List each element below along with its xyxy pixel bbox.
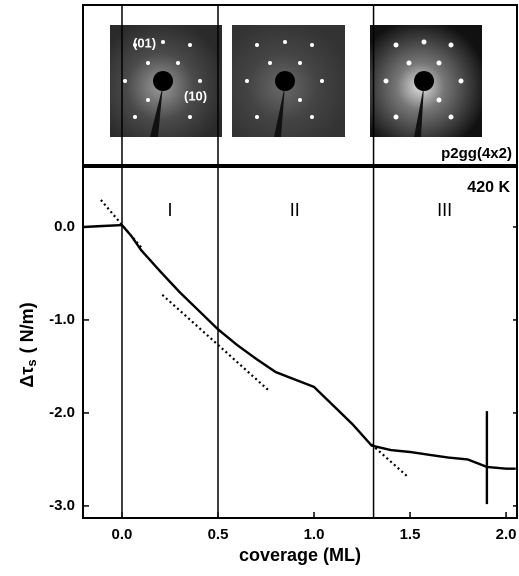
y-tick-label: -1.0 xyxy=(49,311,75,328)
leed-images xyxy=(110,25,482,137)
temperature-label: 420 K xyxy=(467,179,510,196)
top-panel xyxy=(82,4,518,166)
x-tick-label: 0.0 xyxy=(112,526,133,543)
x-tick-label: 1.0 xyxy=(304,526,325,543)
region-label: I xyxy=(167,200,172,220)
y-label-unit: ( N/m) xyxy=(17,302,37,353)
x-axis-label: coverage (ML) xyxy=(239,545,361,565)
x-tick-label: 1.5 xyxy=(400,526,421,543)
data-line xyxy=(83,223,516,470)
structure-label: p2gg(4x2) xyxy=(441,145,512,162)
y-tick-label: -3.0 xyxy=(49,497,75,514)
y-tick-label: 0.0 xyxy=(54,218,75,235)
plot-frame xyxy=(82,166,518,519)
fit-line xyxy=(161,293,269,391)
leed-label: (01) xyxy=(133,35,156,50)
y-tick-label: -2.0 xyxy=(49,404,75,421)
y-label-main: Δτ xyxy=(17,367,37,388)
leed-label: (10) xyxy=(184,88,207,103)
x-tick-label: 2.0 xyxy=(496,526,517,543)
region-label: II xyxy=(290,200,300,220)
y-label-sub: s xyxy=(24,359,39,366)
region-label: III xyxy=(437,200,452,220)
y-axis-label: Δτs ( N/m) xyxy=(17,302,40,387)
x-tick-label: 0.5 xyxy=(208,526,229,543)
fit-line xyxy=(100,199,143,249)
fit-line xyxy=(370,443,409,478)
